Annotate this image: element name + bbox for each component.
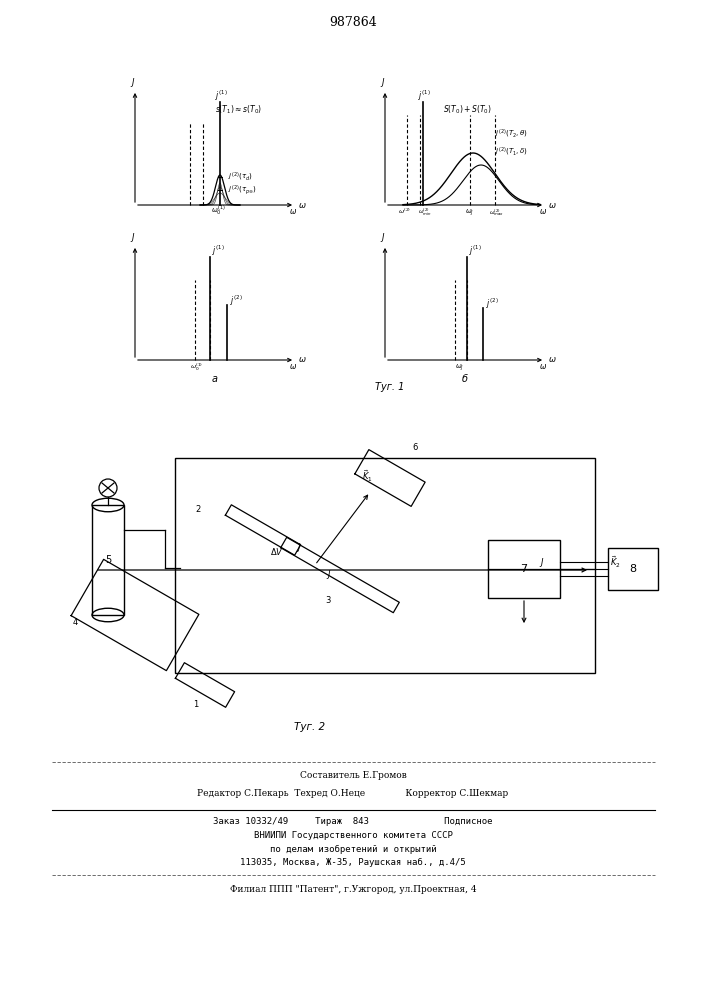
Text: $\omega$: $\omega$ bbox=[289, 207, 297, 216]
Text: ω: ω bbox=[299, 356, 306, 364]
Text: $j^{(1)}$: $j^{(1)}$ bbox=[215, 89, 228, 103]
Text: $\omega_0^{(1)}$: $\omega_0^{(1)}$ bbox=[211, 204, 226, 219]
Text: Составитель Е.Громов: Составитель Е.Громов bbox=[300, 770, 407, 780]
Text: 987864: 987864 bbox=[329, 15, 377, 28]
Text: $\omega$: $\omega$ bbox=[289, 362, 297, 371]
Text: Заказ 10332/49     Тираж  843              Подписное: Заказ 10332/49 Тираж 843 Подписное bbox=[214, 818, 493, 826]
Text: ω: ω bbox=[549, 200, 556, 210]
Text: $s(T_1)\approx s(T_0)$: $s(T_1)\approx s(T_0)$ bbox=[215, 104, 262, 116]
Text: 7: 7 bbox=[520, 564, 527, 574]
Text: $j^{(1)}$: $j^{(1)}$ bbox=[418, 89, 431, 103]
Text: б: б bbox=[462, 374, 468, 384]
Text: $j^{(2)}(T_2,\theta)$: $j^{(2)}(T_2,\theta)$ bbox=[495, 128, 527, 140]
Text: $\omega_j$: $\omega_j$ bbox=[465, 208, 474, 218]
Text: 6: 6 bbox=[412, 443, 417, 452]
Bar bbox=[92, 505, 124, 615]
Text: $S(T_0)+S(T_0)$: $S(T_0)+S(T_0)$ bbox=[443, 104, 492, 116]
Text: $\omega^{(2)}$: $\omega^{(2)}$ bbox=[398, 207, 411, 216]
Text: по делам изобретений и открытий: по делам изобретений и открытий bbox=[269, 844, 436, 854]
Text: 3: 3 bbox=[325, 596, 330, 605]
Bar bbox=[488, 540, 560, 598]
Text: 1: 1 bbox=[193, 700, 198, 709]
Text: $j^{(1)}$: $j^{(1)}$ bbox=[469, 244, 481, 258]
Text: Τуг. 1: Τуг. 1 bbox=[375, 382, 404, 392]
Text: ВНИИПИ Государственного комитета СССР: ВНИИПИ Государственного комитета СССР bbox=[254, 832, 452, 840]
Text: $\omega$: $\omega$ bbox=[539, 207, 547, 216]
Text: 8: 8 bbox=[629, 564, 636, 574]
Text: J: J bbox=[327, 570, 329, 579]
Text: 113035, Москва, Ж-35, Раушская наб., д.4/5: 113035, Москва, Ж-35, Раушская наб., д.4… bbox=[240, 857, 466, 867]
Text: 4: 4 bbox=[73, 618, 78, 627]
Text: J: J bbox=[382, 233, 384, 242]
Text: $j^{(2)}(\tau_{p\infty})$: $j^{(2)}(\tau_{p\infty})$ bbox=[228, 183, 257, 197]
Bar bbox=[608, 548, 658, 590]
Text: Филиал ППП "Патент", г.Ужгород, ул.Проектная, 4: Филиал ППП "Патент", г.Ужгород, ул.Проек… bbox=[230, 886, 477, 894]
Text: $j^{(1)}$: $j^{(1)}$ bbox=[212, 244, 225, 258]
Text: J: J bbox=[540, 558, 542, 567]
Text: a: a bbox=[212, 374, 218, 384]
Text: $\vec{K}_2$: $\vec{K}_2$ bbox=[610, 555, 621, 570]
Text: ω: ω bbox=[299, 200, 306, 210]
Text: $\Delta V$: $\Delta V$ bbox=[270, 546, 284, 557]
Text: Редактор С.Пекарь  Техред О.Неце              Корректор С.Шекмар: Редактор С.Пекарь Техред О.Неце Корректо… bbox=[197, 788, 508, 798]
Text: $j^{(2)}$: $j^{(2)}$ bbox=[230, 293, 243, 308]
Text: ω: ω bbox=[549, 356, 556, 364]
Text: J: J bbox=[382, 78, 384, 87]
Text: Τуг. 2: Τуг. 2 bbox=[294, 722, 325, 732]
Text: $\omega_j$: $\omega_j$ bbox=[455, 363, 464, 373]
Text: 5: 5 bbox=[105, 555, 111, 565]
Text: J: J bbox=[132, 78, 134, 87]
Text: $j^{(2)}(\tau_d)$: $j^{(2)}(\tau_d)$ bbox=[228, 171, 253, 183]
Text: $\vec{K}_1$: $\vec{K}_1$ bbox=[362, 468, 373, 484]
Text: J: J bbox=[132, 233, 134, 242]
Bar bbox=[175, 458, 595, 673]
Text: $\omega^{(2)}_{min}$: $\omega^{(2)}_{min}$ bbox=[419, 206, 432, 218]
Text: 2: 2 bbox=[195, 505, 200, 514]
Text: $\omega^{(2)}_{max}$: $\omega^{(2)}_{max}$ bbox=[489, 207, 505, 218]
Text: $\omega$: $\omega$ bbox=[539, 362, 547, 371]
Text: J: J bbox=[297, 543, 300, 552]
Text: $\omega_0^{(1)}$: $\omega_0^{(1)}$ bbox=[190, 361, 204, 373]
Text: $j^{(2)}(T_1,\delta)$: $j^{(2)}(T_1,\delta)$ bbox=[495, 146, 527, 158]
Text: $j^{(2)}$: $j^{(2)}$ bbox=[486, 297, 498, 311]
